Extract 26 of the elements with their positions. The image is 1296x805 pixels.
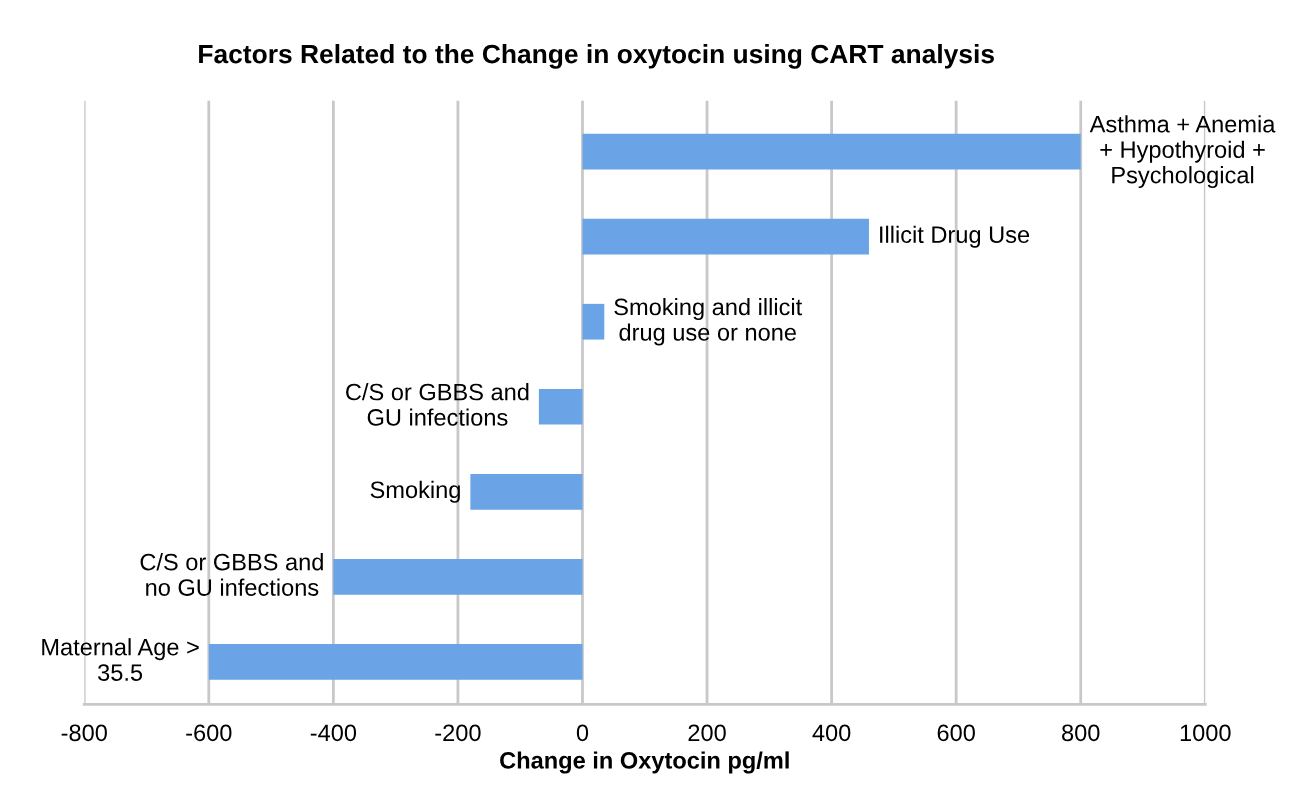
x-tick-label: 200 [688, 724, 726, 742]
y-tick-label: Asthma + Anemia + Hypothyroid + Psychological [1089, 115, 1276, 189]
bar [582, 303, 605, 340]
x-axis-title: Change in Oxytocin pg/ml [500, 751, 789, 774]
x-tick-label: 0 [576, 724, 589, 742]
bar [333, 558, 583, 595]
x-tick-label: -600 [186, 724, 232, 742]
chart-title: Factors Related to the Change in oxytocin using CART analysis [199, 43, 994, 69]
x-tick-label: -800 [61, 724, 107, 742]
bar [470, 473, 583, 510]
bar [582, 218, 869, 255]
x-tick-label: 1000 [1180, 724, 1231, 742]
x-tick-label: -200 [435, 724, 481, 742]
y-tick-label: Illicit Drug Use [880, 225, 1030, 248]
y-tick-label: Maternal Age > 35.5 [42, 638, 199, 681]
y-tick-label: Smoking [370, 480, 460, 503]
x-tick-label: 400 [812, 724, 851, 742]
y-tick-label: Smoking and illicit drug use or none [614, 298, 803, 346]
x-tick-label: 600 [937, 724, 975, 742]
bar [538, 388, 583, 425]
y-tick-label: C/S or GBBS and no GU infections [140, 553, 323, 596]
bar [208, 644, 583, 680]
x-tick-label: 800 [1062, 724, 1100, 742]
y-tick-label: C/S or GBBS and GU infections [346, 383, 529, 426]
bar [582, 133, 1081, 170]
x-tick-label: -400 [310, 724, 357, 742]
